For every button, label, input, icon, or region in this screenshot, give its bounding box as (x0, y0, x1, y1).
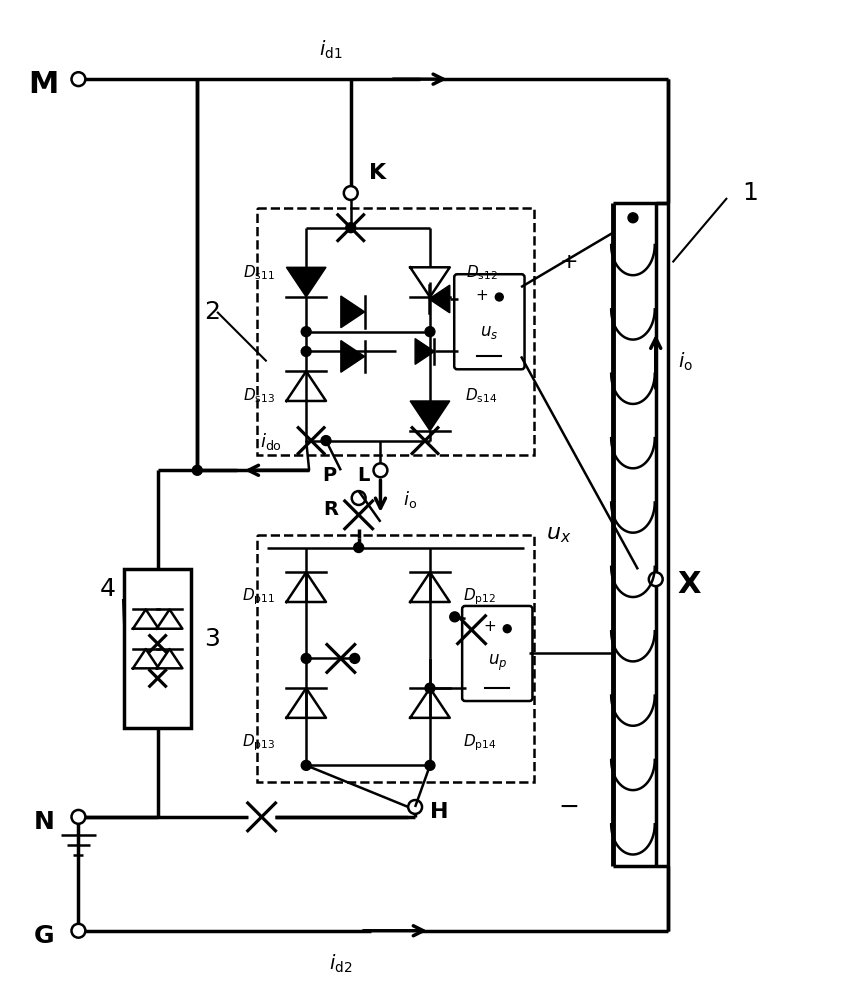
Bar (256, 208, 533, 455)
Polygon shape (341, 341, 364, 372)
Text: L: L (357, 466, 370, 485)
Circle shape (495, 293, 503, 301)
Circle shape (301, 653, 311, 663)
Circle shape (301, 347, 311, 356)
Text: X: X (676, 570, 700, 599)
Polygon shape (341, 296, 364, 328)
Circle shape (345, 223, 355, 233)
Text: $i_{\mathrm{d1}}$: $i_{\mathrm{d1}}$ (319, 39, 343, 61)
Text: H: H (429, 802, 448, 822)
Text: R: R (323, 500, 338, 519)
Text: P: P (321, 466, 336, 485)
Text: −: − (557, 795, 579, 819)
Text: 3: 3 (204, 627, 220, 651)
Polygon shape (410, 401, 449, 431)
Circle shape (449, 612, 459, 622)
Polygon shape (286, 267, 325, 297)
Circle shape (301, 327, 311, 337)
Text: $D_{\mathrm{p12}}$: $D_{\mathrm{p12}}$ (463, 587, 495, 607)
Text: $i_{\mathrm{o}}$: $i_{\mathrm{o}}$ (676, 350, 692, 373)
Circle shape (424, 760, 435, 770)
Circle shape (320, 436, 331, 446)
Text: $i_{\mathrm{o}}$: $i_{\mathrm{o}}$ (403, 489, 417, 510)
Circle shape (192, 465, 202, 475)
Text: $u_p$: $u_p$ (487, 653, 506, 673)
Bar (124, 569, 191, 728)
Text: $D_{\mathrm{s12}}$: $D_{\mathrm{s12}}$ (465, 263, 497, 282)
Text: $D_{\mathrm{p11}}$: $D_{\mathrm{p11}}$ (242, 587, 275, 607)
Text: $u_x$: $u_x$ (545, 525, 571, 545)
Text: 2: 2 (204, 300, 220, 324)
Circle shape (627, 213, 637, 223)
Bar (256, 535, 533, 782)
Circle shape (503, 625, 510, 633)
Polygon shape (429, 285, 449, 313)
Text: +: + (482, 619, 495, 634)
Text: 4: 4 (100, 577, 116, 601)
Circle shape (301, 760, 311, 770)
Circle shape (349, 653, 360, 663)
Text: 1: 1 (741, 181, 757, 205)
Text: +: + (475, 288, 487, 303)
Polygon shape (415, 339, 434, 364)
Text: $D_{\mathrm{s11}}$: $D_{\mathrm{s11}}$ (243, 263, 274, 282)
Circle shape (424, 327, 435, 337)
Text: +: + (559, 252, 578, 272)
Text: $i_{\mathrm{d2}}$: $i_{\mathrm{d2}}$ (329, 953, 352, 975)
Circle shape (354, 543, 363, 552)
Circle shape (424, 683, 435, 693)
Text: $u_s$: $u_s$ (480, 323, 498, 341)
Text: K: K (368, 163, 385, 183)
Text: N: N (33, 810, 55, 834)
Text: G: G (33, 924, 54, 948)
Text: $D_{\mathrm{s14}}$: $D_{\mathrm{s14}}$ (465, 387, 497, 405)
Text: $D_{\mathrm{s13}}$: $D_{\mathrm{s13}}$ (242, 387, 274, 405)
Text: $D_{\mathrm{p14}}$: $D_{\mathrm{p14}}$ (463, 733, 496, 753)
Text: $D_{\mathrm{p13}}$: $D_{\mathrm{p13}}$ (242, 733, 275, 753)
Text: M: M (29, 70, 59, 99)
Text: $i_{\mathrm{do}}$: $i_{\mathrm{do}}$ (260, 431, 282, 452)
